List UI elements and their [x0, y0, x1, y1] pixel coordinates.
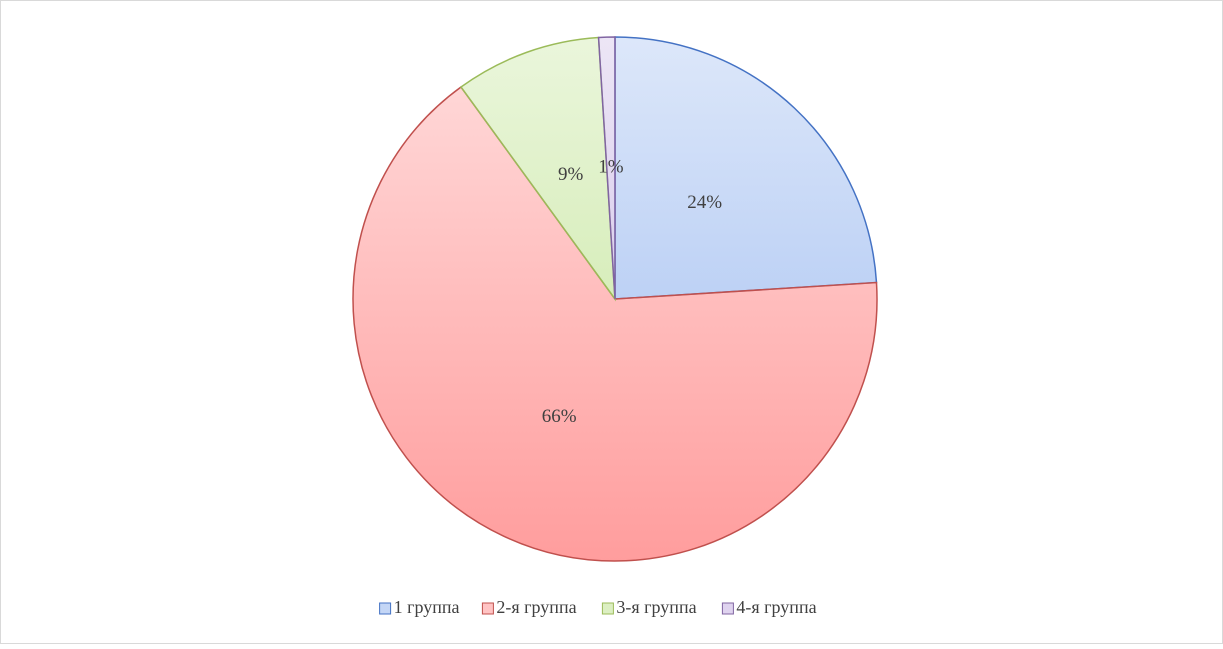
pie-slice	[614, 36, 878, 300]
data-label: 1%	[598, 156, 624, 177]
pie-slice	[459, 36, 616, 302]
data-label: 24%	[687, 192, 722, 213]
pie-slice	[352, 85, 878, 562]
legend-swatch	[601, 602, 614, 615]
legend-label: 3-я группа	[616, 597, 696, 617]
pie-slice	[597, 36, 616, 300]
legend-label: 4-я группа	[736, 597, 816, 617]
legend-label: 1 группа	[394, 597, 460, 617]
legend-swatch	[721, 602, 734, 615]
data-label: 9%	[558, 164, 584, 185]
legend-swatch	[379, 602, 392, 615]
legend-label: 2-я группа	[496, 597, 576, 617]
data-label: 66%	[542, 406, 577, 427]
legend-swatch	[481, 602, 494, 615]
